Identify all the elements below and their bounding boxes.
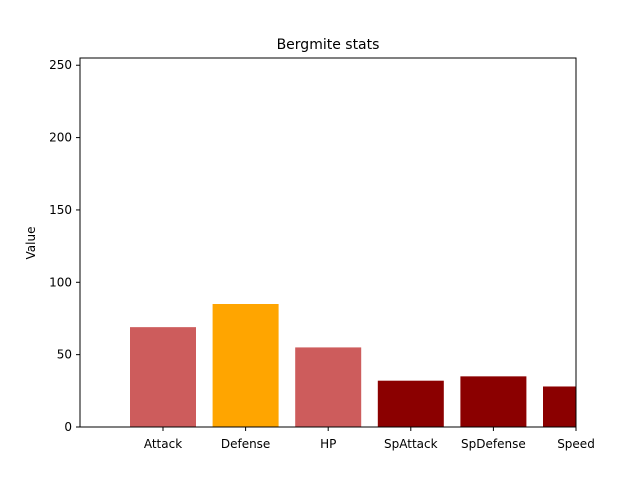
bar-defense <box>212 304 279 427</box>
bar-attack <box>130 327 196 427</box>
chart-title: Bergmite stats <box>277 37 380 53</box>
y-tick-label: 250 <box>49 58 72 72</box>
y-axis-label: Value <box>24 227 38 260</box>
x-tick-label: Defense <box>221 437 270 451</box>
y-ticks-group: 0 50 100 150 200 250 <box>49 58 80 434</box>
bar-speed <box>543 386 576 427</box>
y-tick-label: 50 <box>57 348 72 362</box>
plot-frame <box>79 57 577 428</box>
x-tick-label: Attack <box>144 437 182 451</box>
x-ticks-group: Attack Defense HP SpAttack SpDefense Speed <box>144 427 595 451</box>
y-tick-label: 0 <box>64 420 72 434</box>
bar-hp <box>295 347 362 427</box>
bars-group <box>130 304 576 427</box>
y-tick-label: 200 <box>49 131 72 145</box>
x-tick-label: SpAttack <box>384 437 438 451</box>
bar-spattack <box>377 380 444 427</box>
x-tick-label: SpDefense <box>461 437 526 451</box>
y-tick-label: 100 <box>49 275 72 289</box>
bar-spdefense <box>460 376 527 427</box>
x-tick-label: HP <box>320 437 336 451</box>
x-tick-label: Speed <box>557 437 595 451</box>
y-tick-label: 150 <box>49 203 72 217</box>
